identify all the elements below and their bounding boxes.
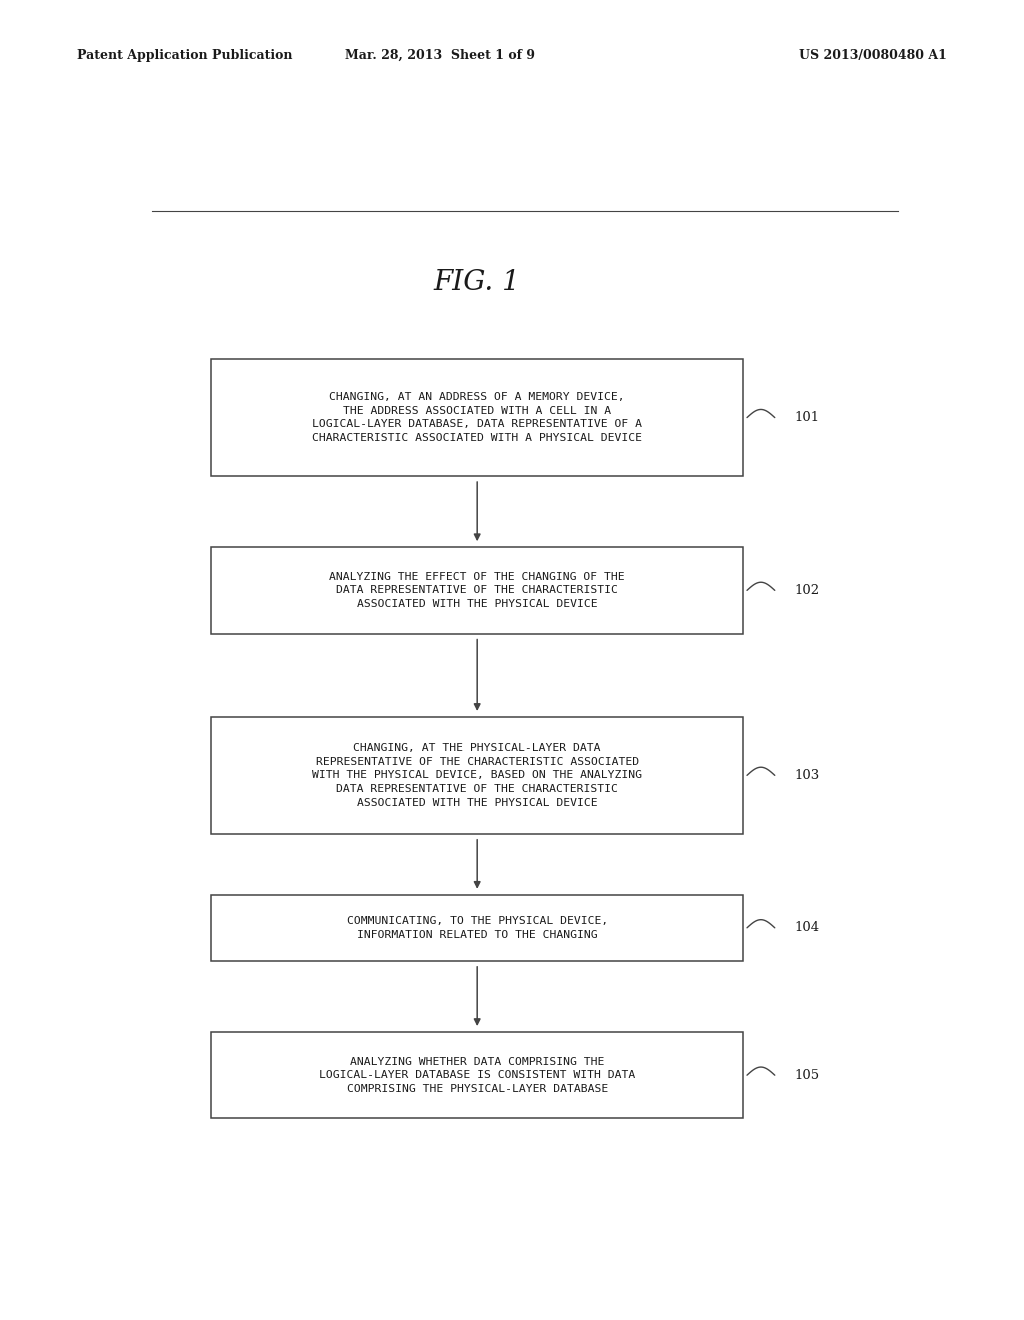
Text: 101: 101: [795, 411, 820, 424]
Text: CHANGING, AT THE PHYSICAL-LAYER DATA
REPRESENTATIVE OF THE CHARACTERISTIC ASSOCI: CHANGING, AT THE PHYSICAL-LAYER DATA REP…: [312, 743, 642, 808]
Text: 104: 104: [795, 921, 820, 935]
Bar: [211, 717, 743, 834]
Bar: [211, 1032, 743, 1118]
Text: 102: 102: [795, 583, 820, 597]
Text: Patent Application Publication: Patent Application Publication: [77, 49, 292, 62]
Bar: [211, 359, 743, 477]
Bar: [211, 548, 743, 634]
Bar: [211, 895, 743, 961]
Text: 105: 105: [795, 1069, 820, 1081]
Text: ANALYZING WHETHER DATA COMPRISING THE
LOGICAL-LAYER DATABASE IS CONSISTENT WITH : ANALYZING WHETHER DATA COMPRISING THE LO…: [319, 1056, 635, 1094]
Text: 103: 103: [795, 768, 820, 781]
Text: US 2013/0080480 A1: US 2013/0080480 A1: [800, 49, 947, 62]
Text: ANALYZING THE EFFECT OF THE CHANGING OF THE
DATA REPRESENTATIVE OF THE CHARACTER: ANALYZING THE EFFECT OF THE CHANGING OF …: [330, 572, 625, 609]
Text: Mar. 28, 2013  Sheet 1 of 9: Mar. 28, 2013 Sheet 1 of 9: [345, 49, 536, 62]
Text: COMMUNICATING, TO THE PHYSICAL DEVICE,
INFORMATION RELATED TO THE CHANGING: COMMUNICATING, TO THE PHYSICAL DEVICE, I…: [346, 916, 608, 940]
Text: CHANGING, AT AN ADDRESS OF A MEMORY DEVICE,
THE ADDRESS ASSOCIATED WITH A CELL I: CHANGING, AT AN ADDRESS OF A MEMORY DEVI…: [312, 392, 642, 444]
Text: FIG. 1: FIG. 1: [434, 269, 520, 296]
